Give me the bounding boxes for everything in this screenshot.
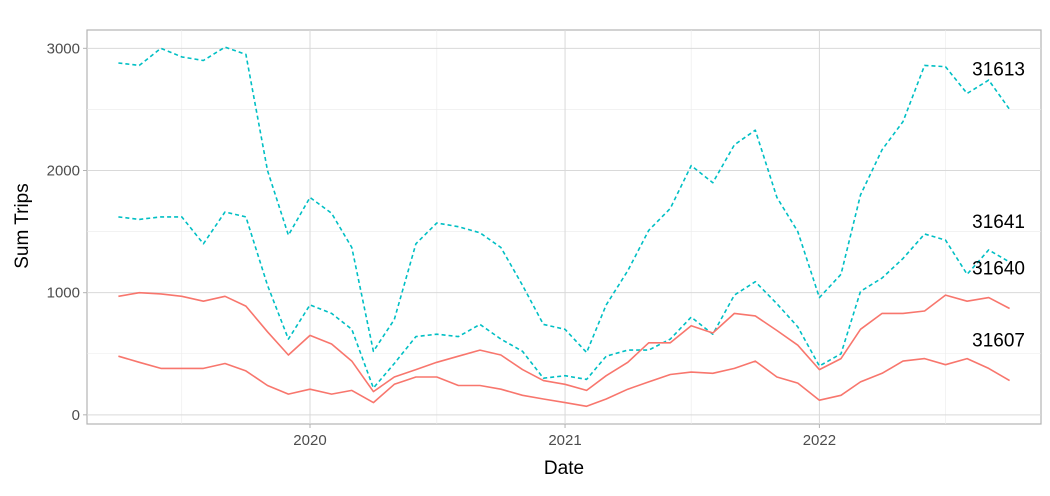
y-tick-label: 0 [72,407,80,424]
series-lines [118,46,1011,408]
x-tick-label: 2021 [548,432,581,449]
series-label-31607: 31607 [972,331,1025,352]
series-label-31641: 31641 [972,212,1025,233]
series-line-31613 [118,46,1011,354]
x-axis-ticks: 2020 2021 2022 [293,424,836,449]
series-label-31640: 31640 [972,259,1025,280]
y-axis-title: Sum Trips [12,183,33,269]
y-axis-ticks: 0 1000 2000 3000 [47,40,87,424]
y-tick-label: 2000 [47,162,80,179]
x-tick-label: 2022 [803,432,836,449]
series-label-31613: 31613 [972,59,1025,80]
series-line-31607 [118,355,1011,408]
major-gridlines [87,30,1041,424]
series-line-31640 [118,291,1010,393]
minor-gridlines [87,30,1041,424]
y-tick-label: 3000 [47,40,80,57]
y-tick-label: 1000 [47,285,80,302]
plot-panel [86,29,1042,425]
series-line-31641 [118,211,1011,389]
x-tick-label: 2020 [293,432,326,449]
x-axis-title: Date [544,458,584,479]
series-labels: 31613 31641 31640 31607 [972,59,1025,351]
